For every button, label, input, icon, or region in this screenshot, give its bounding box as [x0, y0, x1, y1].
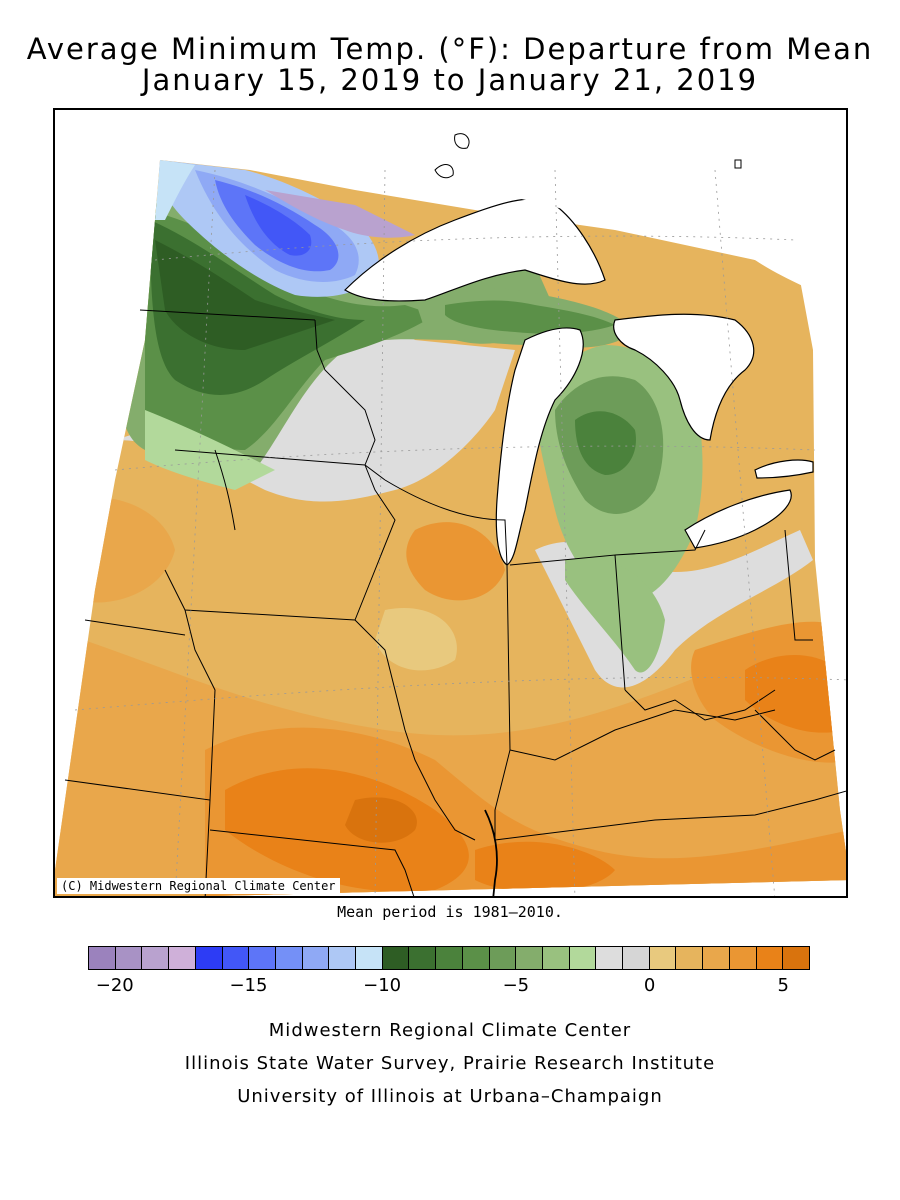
legend-swatch: [115, 947, 143, 969]
legend-swatch: [596, 947, 624, 969]
legend-tick-label: −20: [95, 975, 134, 996]
legend-swatch: [729, 947, 757, 969]
great-lakes: [344, 198, 814, 566]
mean-period-note: Mean period is 1981–2010.: [337, 903, 563, 921]
legend-tick-label: −15: [229, 975, 268, 996]
lake-ontario: [754, 459, 814, 479]
legend-tick-label: −10: [363, 975, 402, 996]
legend-swatch: [222, 947, 250, 969]
legend-swatch: [249, 947, 276, 969]
legend-swatch: [489, 947, 517, 969]
legend-swatch: [302, 947, 330, 969]
legend-swatch: [756, 947, 784, 969]
legend-swatch: [783, 947, 809, 969]
legend-swatch: [356, 947, 383, 969]
mississippi-river: [484, 809, 498, 896]
legend-swatch: [542, 947, 570, 969]
legend-swatch: [169, 947, 196, 969]
legend-swatch: [649, 947, 677, 969]
legend-swatch: [516, 947, 543, 969]
map-panel: (C) Midwestern Regional Climate Center: [53, 108, 848, 898]
legend-swatch: [676, 947, 704, 969]
legend-swatch: [142, 947, 170, 969]
credit-line-2: Illinois State Water Survey, Prairie Res…: [184, 1053, 716, 1074]
legend-swatch: [703, 947, 730, 969]
lake-huron: [613, 313, 755, 441]
legend-swatch: [275, 947, 303, 969]
state-borders: [64, 309, 846, 896]
map-subtitle-date-range: January 15, 2019 to January 21, 2019: [141, 63, 759, 97]
legend-tick-label: −5: [502, 975, 530, 996]
legend-swatch: [382, 947, 410, 969]
legend-swatch: [329, 947, 357, 969]
canadian-islands: [434, 133, 742, 179]
legend-swatch: [462, 947, 490, 969]
legend-tick-label: 5: [777, 975, 789, 996]
legend-swatch: [409, 947, 437, 969]
lake-erie: [684, 489, 792, 549]
legend-tick-label: 0: [643, 975, 656, 996]
legend-swatch: [569, 947, 597, 969]
legend-swatch: [623, 947, 650, 969]
temperature-departure-map: [55, 110, 846, 896]
legend-swatch: [436, 947, 463, 969]
canada-land: [55, 110, 846, 308]
color-legend: [88, 946, 810, 970]
lake-superior: [344, 198, 606, 302]
credit-line-1: Midwestern Regional Climate Center: [268, 1020, 632, 1041]
credit-line-3: University of Illinois at Urbana–Champai…: [237, 1086, 663, 1107]
legend-swatch: [195, 947, 223, 969]
copyright-label: (C) Midwestern Regional Climate Center: [57, 878, 340, 894]
map-title: Average Minimum Temp. (°F): Departure fr…: [26, 32, 874, 66]
graticule: [74, 169, 846, 896]
lake-michigan: [495, 327, 584, 566]
legend-swatch: [89, 947, 116, 969]
